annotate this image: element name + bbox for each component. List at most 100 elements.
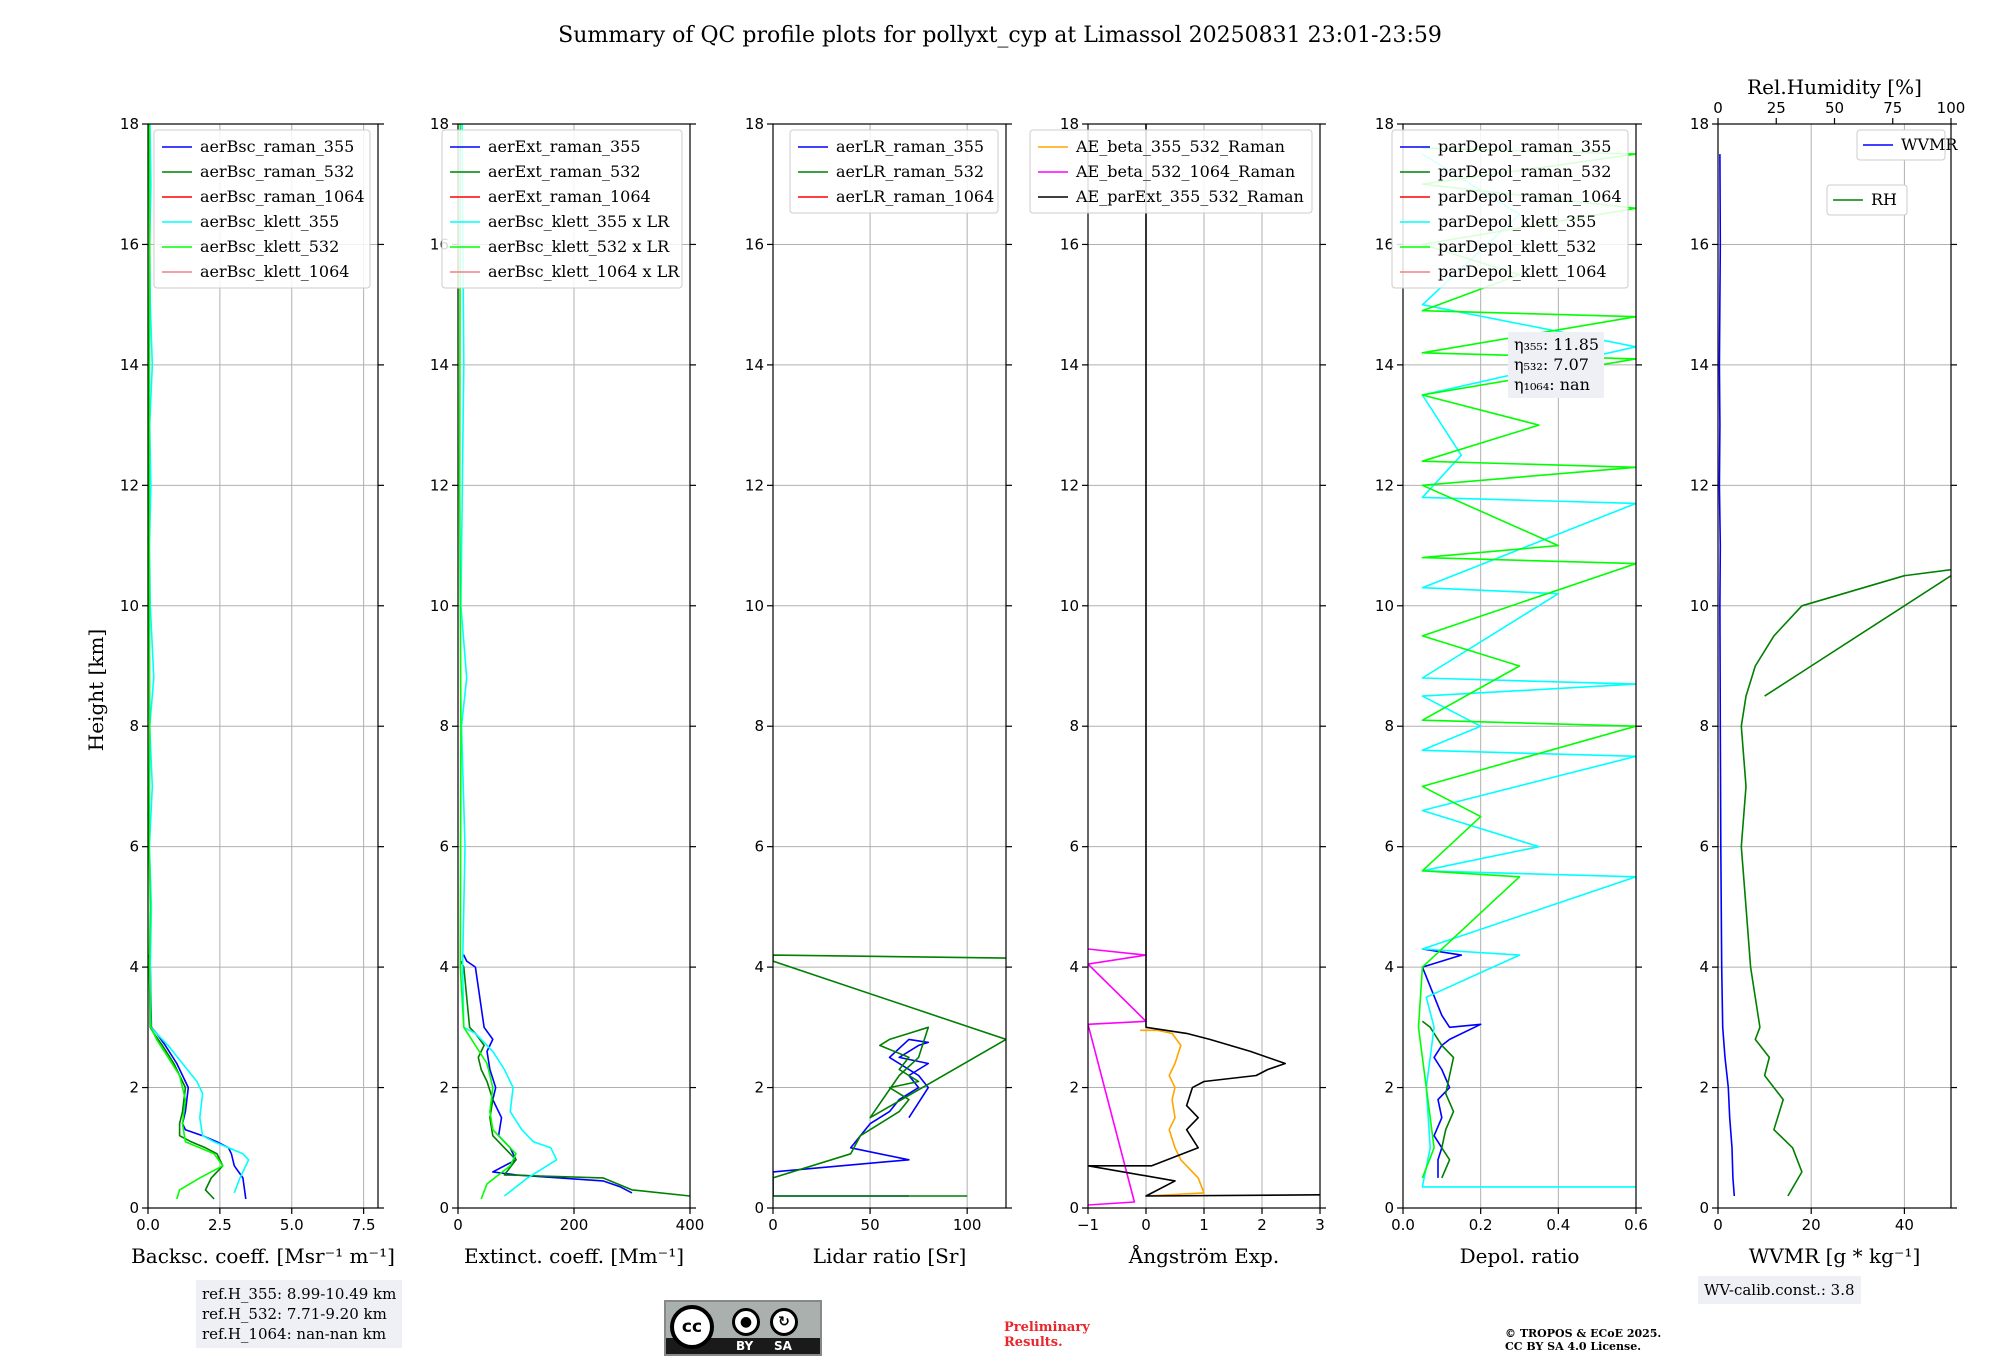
y-tick-label: 2 (1699, 1079, 1709, 1097)
legend-label: aerBsc_klett_532 x LR (488, 237, 670, 256)
cc-sa-label: SA (774, 1339, 792, 1353)
legend-label: aerBsc_klett_532 (200, 237, 339, 256)
y-tick-label: 6 (129, 838, 139, 856)
x-tick-label: 0 (1713, 1216, 1723, 1234)
y-tick-label: 4 (439, 958, 449, 976)
y-tick-label: 4 (754, 958, 764, 976)
legend-label: aerBsc_klett_1064 (200, 262, 349, 281)
series-line-aerext-raman-355 (462, 954, 633, 1194)
x-tick-label: −1 (1077, 1216, 1099, 1234)
series-line-aerbsc-klett-532-x-lr (458, 124, 517, 1200)
preliminary-results-text: Preliminary Results. (1004, 1320, 1090, 1350)
legend-label: AE_beta_532_1064_Raman (1075, 162, 1295, 181)
y-tick-label: 8 (1699, 717, 1709, 735)
y-tick-label: 8 (754, 717, 764, 735)
y-tick-label: 16 (1060, 235, 1079, 253)
eta-annotation-box (1508, 332, 1604, 398)
series-line-aerbsc-klett-532 (148, 124, 224, 1200)
series-line-pardepol-raman-355 (1421, 948, 1482, 1178)
y-tick-label: 10 (745, 597, 764, 615)
legend-label: AE_beta_355_532_Raman (1075, 137, 1285, 156)
x-tick-label: 3 (1315, 1216, 1325, 1234)
cc-by-label: BY (736, 1339, 754, 1353)
x-tick-label: 0.0 (136, 1216, 160, 1234)
x-tick-label: 400 (676, 1216, 705, 1234)
y-tick-label: 10 (1060, 597, 1079, 615)
legend-label: aerExt_raman_1064 (488, 187, 651, 206)
panel-frame (772, 123, 1007, 1209)
legend-label: parDepol_klett_355 (1438, 212, 1596, 231)
series-line-pardepol-klett-355 (1421, 153, 1636, 1188)
legend-label: WVMR (1901, 135, 1958, 154)
series-line-aerbsc-raman-355 (148, 955, 247, 1200)
y-tick-label: 2 (1069, 1079, 1079, 1097)
x-tick-label: 5.0 (280, 1216, 304, 1234)
y-tick-label: 12 (1375, 476, 1394, 494)
x-tick-label: 0 (453, 1216, 463, 1234)
panel-1: 0 2 4 6 8 10 12 14 16 18 0.0 2.5 5.0 7.5 Backsc. coeff… (120, 115, 395, 1268)
x-tick-label: 0.6 (1624, 1216, 1648, 1234)
y-tick-label: 4 (1069, 958, 1079, 976)
legend-label: AE_parExt_355_532_Raman (1075, 187, 1304, 206)
y-tick-label: 14 (1060, 356, 1079, 374)
series-line-aerlr-raman-532 (773, 954, 1006, 1197)
legend-label: aerBsc_klett_355 x LR (488, 212, 670, 231)
wv-calib-text: WV-calib.const.: 3.8 (1704, 1281, 1855, 1299)
y-tick-label: 16 (745, 235, 764, 253)
eta-annotation-line: η₅₃₂: 7.07 (1514, 355, 1589, 374)
y-tick-label: 6 (754, 838, 764, 856)
x-tick-label: 40 (1895, 1216, 1914, 1234)
y-tick-label: 8 (439, 717, 449, 735)
y-tick-label: 12 (1060, 476, 1079, 494)
y-tick-label: 18 (745, 115, 764, 133)
panel-frame (1717, 123, 1952, 1209)
y-tick-label: 2 (439, 1079, 449, 1097)
y-tick-label: 12 (120, 476, 139, 494)
x-tick-label: 2 (1257, 1216, 1267, 1234)
top-x-tick-label: 50 (1825, 99, 1844, 117)
x-tick-label: 200 (560, 1216, 589, 1234)
y-tick-label: 16 (120, 235, 139, 253)
y-tick-label: 12 (1690, 476, 1709, 494)
legend-label: aerLR_raman_355 (836, 137, 984, 156)
legend-label: parDepol_raman_355 (1438, 137, 1611, 156)
ref-height-532: ref.H_532: 7.71-9.20 km (202, 1305, 387, 1323)
y-tick-label: 16 (1690, 235, 1709, 253)
legend: WVMR RH (1826, 129, 1958, 216)
y-tick-label: 16 (1375, 235, 1394, 253)
x-tick-label: 0.0 (1391, 1216, 1415, 1234)
y-tick-label: 4 (1699, 958, 1709, 976)
y-tick-label: 10 (1690, 597, 1709, 615)
figure-title: Summary of QC profile plots for pollyxt_… (558, 23, 1442, 48)
top-x-tick-label: 25 (1767, 99, 1786, 117)
share-alike-icon: ↻ (770, 1308, 798, 1336)
ref-height-1064: ref.H_1064: nan-nan km (202, 1325, 387, 1343)
legend-label: parDepol_klett_1064 (1438, 262, 1607, 281)
panel-frame (1087, 123, 1321, 1209)
x-axis-label: Lidar ratio [Sr] (813, 1244, 967, 1268)
y-tick-label: 0 (439, 1199, 449, 1217)
series-line-ae-beta-355-532-raman (1140, 1029, 1205, 1197)
y-tick-label: 6 (1384, 838, 1394, 856)
y-tick-label: 18 (1060, 115, 1079, 133)
y-tick-label: 8 (1069, 717, 1079, 735)
legend-box (441, 129, 683, 289)
legend-label: aerExt_raman_355 (488, 137, 641, 156)
y-tick-label: 6 (439, 838, 449, 856)
cc-logo-text: cc (681, 1317, 703, 1337)
cc-logo-icon: cc (670, 1305, 714, 1349)
y-tick-label: 0 (1069, 1199, 1079, 1217)
y-tick-label: 18 (1375, 115, 1394, 133)
series-line-aerbsc-klett-355 (148, 124, 250, 1194)
y-tick-label: 4 (1384, 958, 1394, 976)
panel-frame (457, 123, 691, 1209)
series-group (1417, 147, 1636, 1188)
x-axis-label: Ångström Exp. (1128, 1243, 1279, 1268)
panel-5: 0 2 4 6 8 10 12 14 16 18 0.0 0.2 0.4 0.6 Depol. ratio p… (1375, 115, 1648, 1268)
cc-license-badge: cc ● ↻ BY SA (664, 1300, 822, 1356)
series-group (773, 954, 1006, 1197)
x-tick-label: 0.2 (1469, 1216, 1493, 1234)
